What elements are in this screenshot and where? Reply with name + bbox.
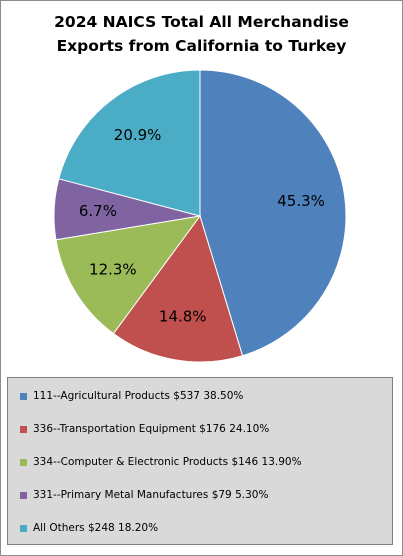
legend-swatch-2 — [20, 458, 27, 466]
legend-swatch-1 — [20, 425, 27, 433]
pie-data-label-0: 45.3% — [277, 192, 325, 210]
pie-data-label-2: 12.3% — [89, 260, 137, 278]
legend-item-0: 111--Agricultural Products $537 38.50% — [20, 390, 243, 402]
legend: 111--Agricultural Products $537 38.50% 33… — [7, 377, 393, 545]
legend-label-2: 334--Computer & Electronic Products $146… — [33, 456, 302, 468]
legend-item-4: All Others $248 18.20% — [20, 522, 158, 534]
legend-label-3: 331--Primary Metal Manufactures $79 5.30… — [33, 489, 269, 501]
pie-data-label-3: 6.7% — [79, 202, 117, 220]
pie-slice-4 — [58, 69, 201, 217]
pie-slice-2 — [55, 215, 202, 335]
legend-swatch-3 — [20, 491, 27, 499]
pie-chart: 45.3% 14.8% 12.3% 6.7% 20.9% — [53, 69, 347, 363]
legend-item-2: 334--Computer & Electronic Products $146… — [20, 456, 302, 468]
legend-item-1: 336--Transportation Equipment $176 24.10… — [20, 423, 269, 435]
chart-title-line-1: 2024 NAICS Total All Merchandise — [54, 13, 349, 31]
pie-data-label-4: 20.9% — [114, 126, 162, 144]
legend-label-4: All Others $248 18.20% — [33, 522, 159, 534]
pie-slice-1 — [112, 214, 244, 363]
pie-data-label-1: 14.8% — [159, 308, 207, 326]
pie-slice-0 — [199, 69, 347, 357]
legend-swatch-0 — [20, 392, 27, 400]
legend-swatch-4 — [20, 524, 27, 532]
legend-label-0: 111--Agricultural Products $537 38.50% — [33, 390, 244, 402]
legend-label-1: 336--Transportation Equipment $176 24.10… — [33, 423, 270, 435]
chart-title: 2024 NAICS Total All Merchandise Exports… — [0, 10, 403, 58]
chart-title-line-2: Exports from California to Turkey — [56, 37, 347, 55]
legend-item-3: 331--Primary Metal Manufactures $79 5.30… — [20, 489, 268, 501]
